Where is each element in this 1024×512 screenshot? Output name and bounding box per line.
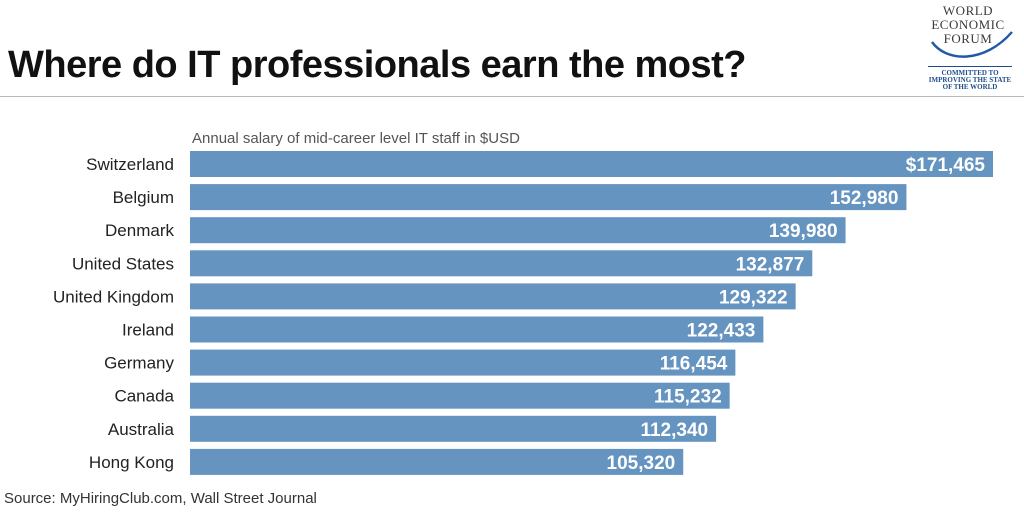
logo-line-economic: ECONOMIC (931, 17, 1005, 32)
logo-divider (928, 66, 1012, 67)
wef-logo: WORLD ECONOMIC FORUM COMMITTED TO IMPROV… (918, 2, 1022, 94)
category-label: Germany (104, 354, 174, 373)
value-label: 122,433 (687, 321, 756, 342)
chart-title: Where do IT professionals earn the most? (8, 44, 747, 86)
category-label: United States (72, 254, 174, 273)
logo-tagline-3: OF THE WORLD (942, 83, 998, 91)
value-label: 129,322 (719, 287, 788, 308)
chart-subtitle: Annual salary of mid-career level IT sta… (192, 130, 520, 147)
bar-united-kingdom (190, 283, 796, 310)
value-label: 115,232 (654, 387, 722, 408)
bar-australia (190, 415, 717, 442)
title-divider (0, 96, 1024, 97)
value-label: 116,454 (660, 354, 728, 375)
bar-ireland (190, 316, 764, 343)
value-label: 112,340 (640, 420, 708, 441)
value-label: 139,980 (769, 221, 838, 242)
category-label: Switzerland (86, 155, 174, 174)
bar-belgium (190, 184, 907, 211)
value-label: 132,877 (736, 254, 805, 275)
value-label: 152,980 (830, 188, 899, 209)
source-note: Source: MyHiringClub.com, Wall Street Jo… (4, 490, 317, 507)
bar-canada (190, 382, 730, 409)
value-label: $171,465 (906, 155, 986, 176)
logo-line-world: WORLD (942, 3, 994, 18)
value-label: 105,320 (607, 453, 676, 474)
category-label: Denmark (105, 221, 174, 240)
logo-tagline-1: COMMITTED TO (941, 69, 999, 77)
category-label: Hong Kong (89, 453, 174, 472)
logo-swoosh-icon (931, 31, 1013, 58)
category-label: Ireland (122, 321, 174, 340)
logo-tagline-2: IMPROVING THE STATE (928, 76, 1012, 84)
bar-denmark (190, 217, 846, 244)
category-label: Australia (108, 420, 175, 439)
category-label: Belgium (113, 188, 174, 207)
bar-germany (190, 349, 736, 376)
category-label: Canada (114, 387, 174, 406)
logo-line-forum: FORUM (943, 31, 993, 46)
category-label: United Kingdom (53, 287, 174, 306)
bar-switzerland (190, 151, 993, 177)
bar-hong-kong (190, 448, 684, 475)
bar-united-states (190, 250, 813, 277)
